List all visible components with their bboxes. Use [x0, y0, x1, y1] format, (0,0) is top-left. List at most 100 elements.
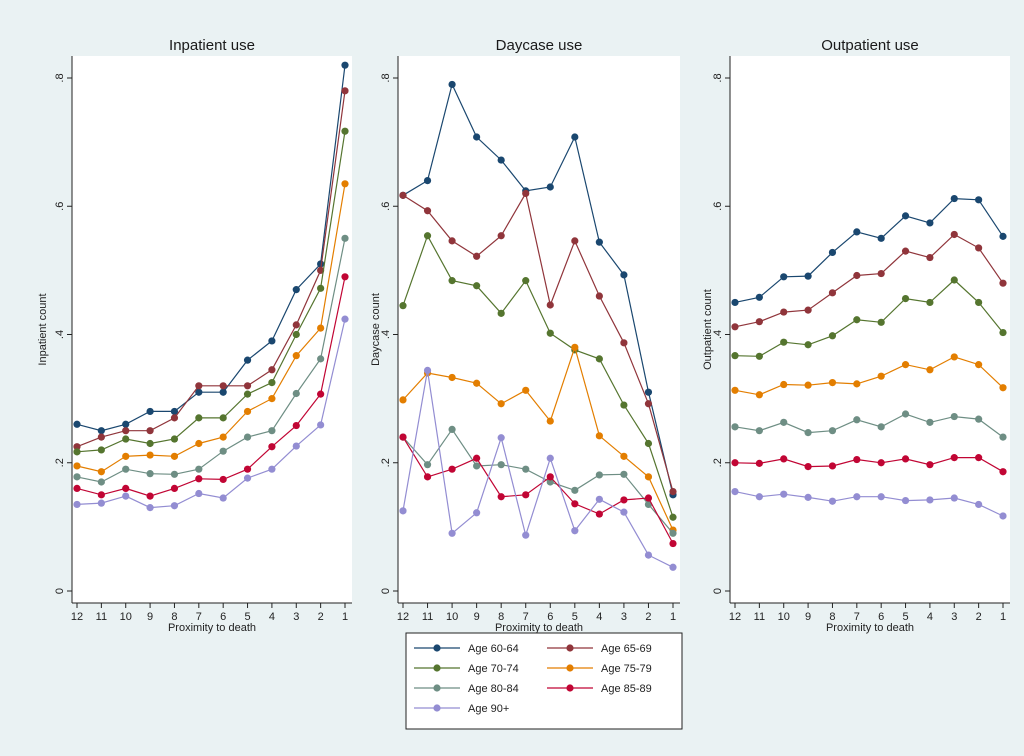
data-point — [804, 306, 812, 314]
data-point — [170, 435, 179, 443]
data-point — [423, 366, 432, 375]
data-point — [644, 388, 653, 396]
data-point — [755, 459, 763, 467]
data-point — [292, 330, 300, 339]
x-tick-label: 7 — [854, 611, 860, 623]
data-point — [780, 380, 788, 389]
x-tick-label: 4 — [596, 611, 602, 623]
data-point — [146, 504, 154, 512]
x-tick-label: 8 — [498, 611, 504, 623]
data-point — [292, 286, 300, 294]
data-point — [399, 191, 407, 199]
x-tick-label: 6 — [878, 611, 884, 623]
data-point — [195, 475, 203, 483]
data-point — [341, 315, 349, 323]
data-point — [828, 497, 837, 505]
legend-label: Age 75-79 — [601, 663, 652, 675]
series-line — [734, 233, 1004, 328]
data-point — [620, 508, 628, 516]
data-point — [97, 491, 105, 499]
legend-swatch-marker — [433, 644, 441, 652]
data-point — [853, 416, 861, 424]
series-line — [76, 131, 346, 453]
data-point — [317, 390, 325, 398]
data-point — [122, 492, 130, 500]
data-point — [546, 183, 554, 191]
x-tick-label: 8 — [829, 611, 835, 623]
y-axis-title: Daycase count — [370, 293, 382, 366]
data-point — [448, 277, 456, 285]
legend-label: Age 90+ — [468, 703, 509, 715]
data-point — [146, 470, 154, 478]
data-point — [317, 266, 325, 274]
data-point — [975, 196, 983, 204]
data-point — [755, 493, 763, 501]
data-point — [901, 212, 910, 220]
series-line — [76, 65, 346, 432]
data-point — [73, 420, 81, 428]
data-point — [399, 507, 407, 515]
x-tick-label: 5 — [244, 611, 250, 623]
data-point — [97, 427, 105, 435]
data-point — [341, 234, 349, 242]
y-tick-label: .4 — [380, 330, 392, 339]
data-point — [901, 247, 910, 255]
plot-area — [72, 56, 352, 603]
series-line — [734, 279, 1004, 357]
data-point — [170, 484, 179, 492]
data-point — [926, 461, 934, 469]
data-point — [195, 414, 203, 422]
y-tick-label: .6 — [54, 202, 66, 211]
legend: Age 60-64 Age 65-69 Age 70-74 Age 75-79 Age … — [405, 632, 683, 730]
x-tick-label: 9 — [474, 611, 480, 623]
x-tick-label: 1 — [670, 611, 676, 623]
data-point — [97, 446, 105, 454]
y-tick-label: .6 — [712, 202, 724, 211]
legend-swatch-marker — [433, 704, 441, 712]
x-tick-label: 9 — [805, 611, 811, 623]
y-axis-title: Outpatient count — [702, 289, 714, 370]
data-point — [853, 455, 861, 464]
data-point — [497, 434, 505, 442]
data-point — [780, 308, 788, 316]
data-point — [399, 302, 407, 310]
data-point — [341, 87, 349, 95]
data-point — [292, 421, 300, 430]
data-point — [853, 380, 861, 388]
data-point — [620, 401, 628, 409]
data-point — [448, 465, 456, 473]
data-point — [219, 382, 227, 390]
data-point — [620, 496, 628, 504]
data-point — [195, 388, 203, 396]
data-point — [853, 228, 861, 236]
data-point — [341, 127, 349, 135]
data-point — [522, 531, 530, 539]
data-point — [595, 432, 603, 440]
data-point — [317, 355, 325, 363]
data-point — [195, 439, 203, 448]
legend-label: Age 60-64 — [468, 643, 519, 655]
data-point — [122, 484, 130, 492]
data-point — [975, 244, 983, 252]
data-point — [571, 237, 579, 245]
data-point — [219, 388, 227, 396]
data-point — [877, 269, 885, 278]
series-line — [76, 276, 346, 497]
x-tick-label: 3 — [621, 611, 627, 623]
data-point — [780, 455, 788, 463]
y-tick-label: .4 — [54, 330, 66, 339]
data-point — [268, 366, 276, 374]
data-point — [644, 439, 653, 448]
data-point — [522, 386, 530, 394]
data-point — [644, 494, 653, 502]
data-point — [950, 494, 958, 502]
data-point — [828, 427, 837, 435]
data-point — [780, 418, 788, 426]
data-point — [546, 301, 554, 309]
data-point — [877, 423, 885, 431]
data-point — [669, 529, 677, 537]
data-point — [448, 425, 456, 434]
data-point — [731, 386, 739, 394]
legend-label: Age 85-89 — [601, 683, 652, 695]
